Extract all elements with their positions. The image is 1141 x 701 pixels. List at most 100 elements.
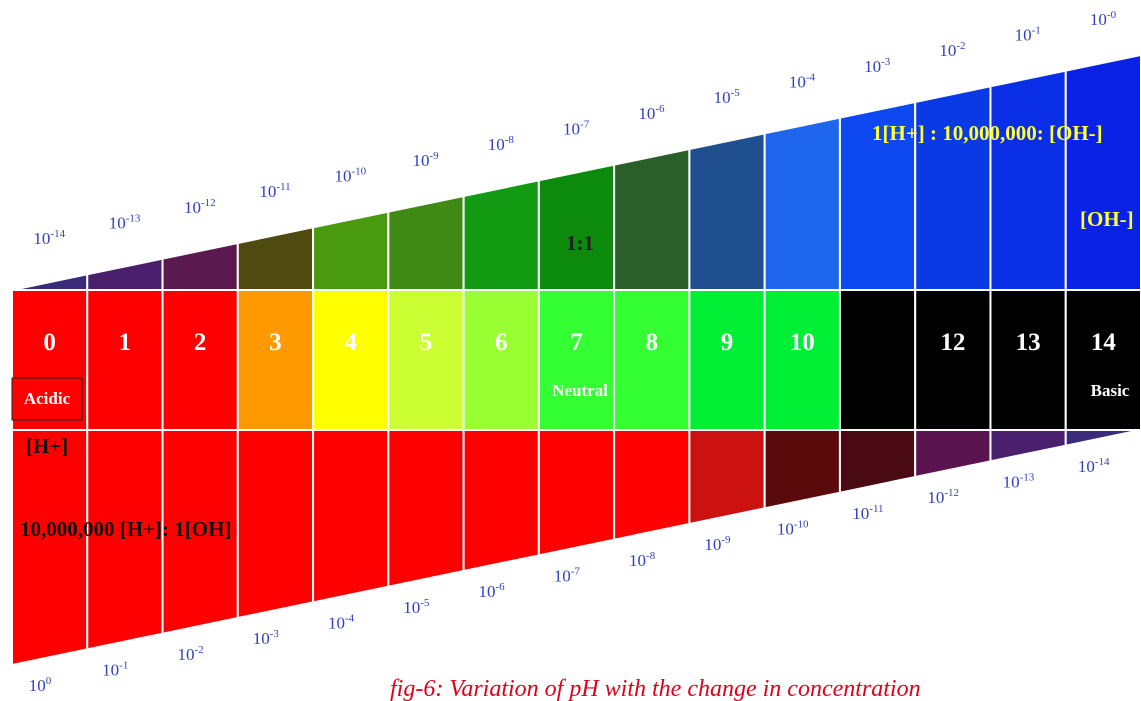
ph-value-label: 1 bbox=[119, 329, 132, 356]
oh-concentration-tick: 10-10 bbox=[334, 166, 366, 186]
oh-segment-ph-4 bbox=[312, 210, 390, 291]
h-concentration-tick: 10-4 bbox=[328, 613, 355, 633]
h-segment-ph-7 bbox=[537, 429, 616, 557]
oh-concentration-tick: 10-9 bbox=[413, 150, 440, 170]
h-concentration-tick: 100 bbox=[29, 675, 52, 695]
ph-segment-7 bbox=[537, 289, 616, 431]
h-segment-ph-14 bbox=[1064, 429, 1141, 447]
oh-segment-ph-1 bbox=[86, 257, 164, 291]
ph-value-label: 13 bbox=[1016, 329, 1041, 356]
ph-value-label: 8 bbox=[646, 329, 659, 356]
oh-segment-ph-14 bbox=[1064, 53, 1141, 291]
oh-segment-ph-0 bbox=[11, 273, 89, 291]
ph-segment-12 bbox=[914, 289, 992, 431]
h-concentration-tick: 10-12 bbox=[927, 487, 959, 507]
basic-label: Basic bbox=[1091, 381, 1130, 400]
ph-value-label: 6 bbox=[495, 329, 508, 356]
oh-segment-ph-2 bbox=[161, 241, 239, 291]
acidic-label: Acidic bbox=[24, 389, 71, 408]
oh-concentration-tick: 10-14 bbox=[33, 228, 65, 248]
h-concentration-tick: 10-2 bbox=[177, 644, 203, 664]
ph-segment-13 bbox=[989, 289, 1067, 431]
h-concentration-tick: 10-8 bbox=[629, 550, 656, 570]
ph-segment-10 bbox=[763, 289, 841, 431]
oh-segment-ph-10 bbox=[763, 116, 841, 291]
ph-value-label: 12 bbox=[940, 329, 965, 356]
ph-segment-6 bbox=[462, 289, 540, 431]
oh-concentration-tick: 10-11 bbox=[259, 181, 290, 201]
ph-value-label: 9 bbox=[721, 329, 734, 356]
h-segment-ph-10 bbox=[763, 429, 841, 510]
oh-segment-ph-12 bbox=[914, 85, 992, 291]
oh-segment-ph-3 bbox=[236, 226, 315, 291]
h-segment-ph-0 bbox=[11, 429, 89, 667]
oh-concentration-tick: 10-4 bbox=[789, 72, 816, 92]
h-segment-ph-9 bbox=[688, 429, 766, 526]
h-concentration-ticks: 100 10-1 10-2 10-3 10-4 10-5 10-6 10-7 10-8 10-9 1… bbox=[29, 456, 1110, 695]
ph-value-label: 4 bbox=[344, 329, 357, 356]
oh-segment-ph-13 bbox=[989, 69, 1067, 291]
h-segment-ph-5 bbox=[387, 429, 465, 588]
ph-segment-1 bbox=[86, 289, 164, 431]
ph-value-label: 7 bbox=[570, 329, 583, 356]
h-segment-ph-6 bbox=[462, 429, 540, 573]
ph-segment-3 bbox=[236, 289, 315, 431]
h-concentration-tick: 10-14 bbox=[1078, 456, 1110, 476]
oh-segment-ph-5 bbox=[387, 194, 465, 291]
ph-value-label: 5 bbox=[420, 329, 433, 356]
h-concentration-tick: 10-13 bbox=[1003, 472, 1035, 492]
oh-concentration-ticks: 10-14 10-13 10-12 10-11 10-10 10-9 10-8 10-7 10-… bbox=[33, 9, 1116, 248]
ph-value-label: 3 bbox=[269, 329, 282, 356]
h-concentration-tick: 10-3 bbox=[253, 628, 280, 648]
base-ratio-label: 1[H+] : 10,000,000: [OH-] bbox=[872, 121, 1103, 145]
oh-concentration-tick: 10-1 bbox=[1015, 25, 1041, 45]
oh-concentration-tick: 10-5 bbox=[714, 87, 741, 107]
h-concentration-tick: 10-5 bbox=[403, 597, 430, 617]
ph-segment-9 bbox=[688, 289, 766, 431]
h-ion-label: [H+] bbox=[26, 434, 68, 458]
acidic-label-box bbox=[11, 377, 83, 421]
neutral-ratio-label: 1:1 bbox=[566, 231, 594, 255]
oh-concentration-tick: 10-0 bbox=[1090, 9, 1117, 29]
h-segment-ph-8 bbox=[613, 429, 691, 541]
ph-segment-2 bbox=[161, 289, 239, 431]
ph-value-label: 10 bbox=[790, 329, 815, 356]
ph-segment-11 bbox=[838, 289, 917, 431]
h-segment-ph-3 bbox=[236, 429, 315, 620]
h-concentration-tick: 10-1 bbox=[102, 660, 128, 680]
acid-ratio-label: 10,000,000 [H+]: 1[OH] bbox=[20, 517, 231, 541]
oh-concentration-tick: 10-2 bbox=[939, 40, 965, 60]
h-concentration-tick: 10-10 bbox=[777, 519, 809, 539]
h-concentration-tick: 10-11 bbox=[852, 503, 883, 523]
oh-concentration-tick: 10-8 bbox=[488, 134, 515, 154]
ph-value-label: 14 bbox=[1091, 329, 1117, 356]
oh-segment-ph-8 bbox=[613, 147, 691, 291]
oh-segment-ph-7 bbox=[537, 163, 616, 291]
h-concentration-tick: 10-9 bbox=[704, 534, 731, 554]
ph-value-labels: 0 1 2 3 4 5 6 7 8 9 10 12 13 14 bbox=[43, 329, 1116, 356]
h-concentration-tick: 10-6 bbox=[479, 581, 506, 601]
ph-segment-8 bbox=[613, 289, 691, 431]
ph-value-label: 0 bbox=[43, 329, 56, 356]
h-concentration-band bbox=[11, 429, 1141, 667]
ph-segment-5 bbox=[387, 289, 465, 431]
oh-concentration-tick: 10-6 bbox=[638, 103, 665, 123]
oh-concentration-tick: 10-13 bbox=[109, 213, 141, 233]
oh-segment-ph-6 bbox=[462, 179, 540, 291]
oh-concentration-tick: 10-3 bbox=[864, 56, 891, 76]
neutral-label: Neutral bbox=[552, 381, 608, 400]
ph-segment-14 bbox=[1064, 289, 1141, 431]
oh-concentration-tick: 10-12 bbox=[184, 197, 216, 217]
h-segment-ph-13 bbox=[989, 429, 1067, 463]
figure-caption: fig-6: Variation of pH with the change i… bbox=[390, 676, 921, 701]
ph-value-label: 2 bbox=[194, 329, 207, 356]
h-segment-ph-11 bbox=[838, 429, 917, 494]
h-segment-ph-12 bbox=[914, 429, 992, 479]
oh-concentration-band bbox=[11, 53, 1141, 291]
ph-segment-4 bbox=[312, 289, 390, 431]
ph-value-band bbox=[11, 289, 1141, 431]
h-segment-ph-4 bbox=[312, 429, 390, 604]
h-concentration-tick: 10-7 bbox=[554, 566, 581, 586]
oh-segment-ph-9 bbox=[688, 132, 766, 291]
